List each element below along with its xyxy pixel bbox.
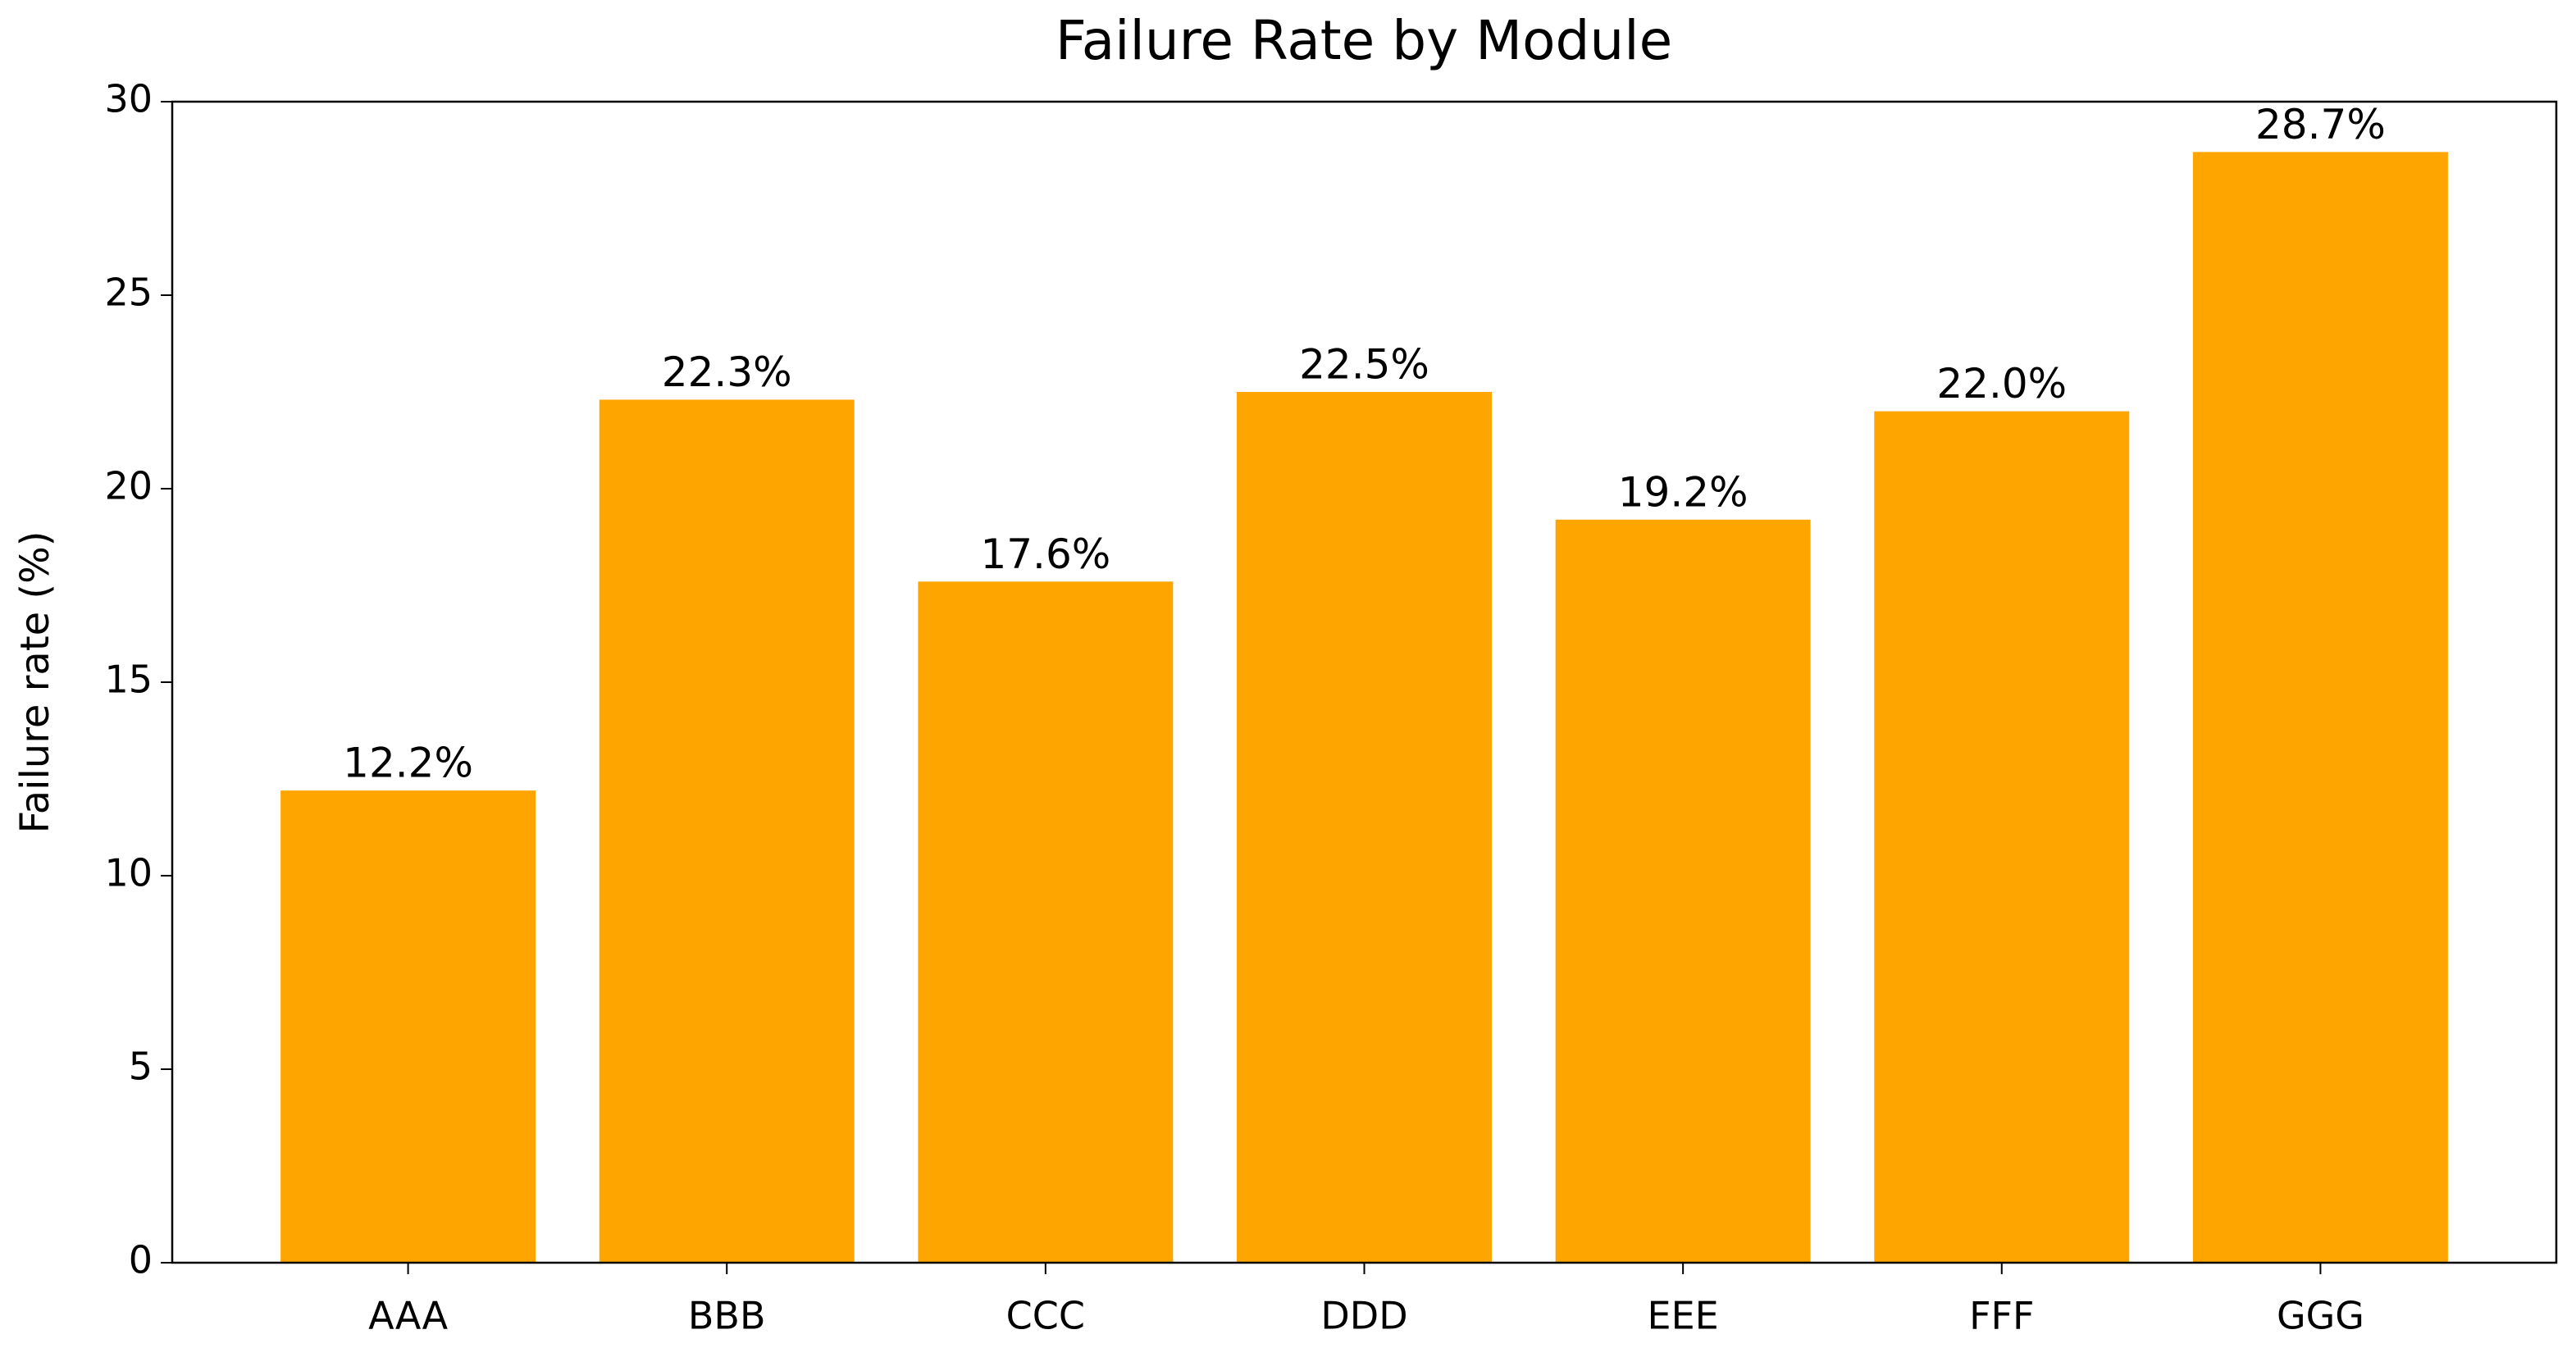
value-label: 12.2% (343, 740, 473, 787)
value-label: 22.3% (662, 348, 792, 396)
x-tick-label: CCC (1006, 1294, 1085, 1338)
y-tick-label: 30 (104, 77, 153, 121)
x-tick-label: BBB (688, 1294, 766, 1338)
y-tick-label: 20 (104, 464, 153, 508)
bar (1874, 411, 2130, 1264)
y-tick-label: 15 (104, 658, 153, 702)
chart-title: Failure Rate by Module (1055, 9, 1672, 72)
value-label: 28.7% (2255, 101, 2386, 148)
bar (1555, 519, 1811, 1263)
y-tick-label: 25 (104, 271, 153, 315)
bar (918, 581, 1174, 1263)
x-tick-label: FFF (1969, 1294, 2034, 1338)
x-tick-label: GGG (2277, 1294, 2364, 1338)
bar (1237, 392, 1492, 1263)
value-label: 22.5% (1299, 341, 1429, 389)
y-axis-label: Failure rate (%) (12, 531, 58, 834)
plot-frame (171, 100, 2558, 1264)
value-label: 22.0% (1936, 360, 2067, 408)
x-tick-label: DDD (1320, 1294, 1407, 1338)
y-tick-label: 10 (104, 851, 153, 895)
bar (599, 399, 855, 1264)
value-label: 17.6% (980, 531, 1110, 578)
bar (2192, 152, 2448, 1264)
bar (280, 790, 536, 1263)
y-tick-label: 5 (129, 1045, 153, 1089)
y-tick-label: 0 (129, 1238, 153, 1282)
x-tick-label: AAA (368, 1294, 448, 1338)
value-label: 19.2% (1618, 468, 1748, 516)
x-tick-label: EEE (1648, 1294, 1719, 1338)
